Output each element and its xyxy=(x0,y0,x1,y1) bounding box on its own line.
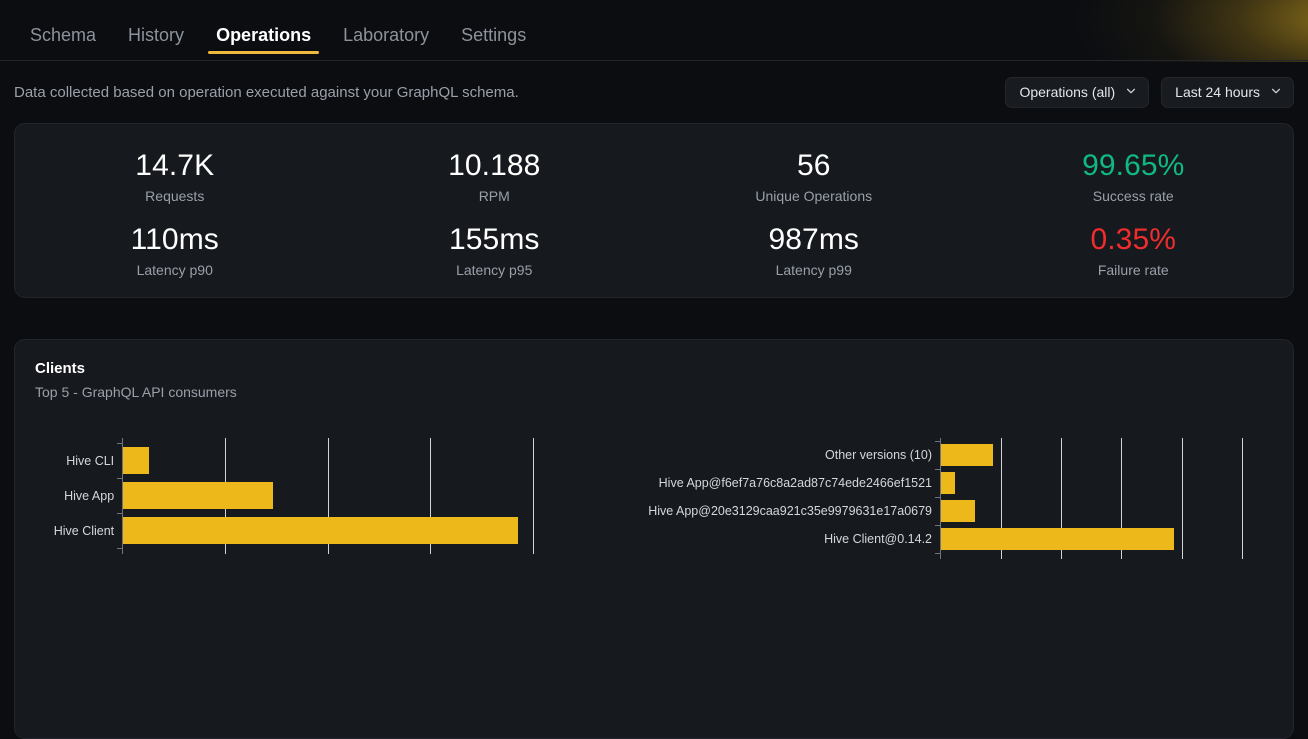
chart-gridline xyxy=(1121,438,1123,559)
chart-category-label: Hive App xyxy=(64,488,115,503)
chart-bar[interactable] xyxy=(123,447,149,474)
page-subheader: Data collected based on operation execut… xyxy=(0,61,1308,123)
chart-category-label: Other versions (10) xyxy=(825,448,932,462)
operations-filter-dropdown[interactable]: Operations (all) xyxy=(1005,76,1150,108)
time-range-dropdown[interactable]: Last 24 hours xyxy=(1161,76,1294,108)
stat-value: 56 xyxy=(796,148,831,182)
chart-gridline xyxy=(430,438,432,554)
tab-label: Laboratory xyxy=(343,25,430,45)
stat-label: Latency p90 xyxy=(136,262,213,279)
tab-label: Operations xyxy=(216,25,312,45)
stat-value: 14.7K xyxy=(135,148,215,182)
chart-bar[interactable] xyxy=(941,472,956,494)
clients-panel: Clients Top 5 - GraphQL API consumers Hi… xyxy=(14,339,1294,739)
tab-laboratory[interactable]: Laboratory xyxy=(327,26,445,60)
clients-panel-subtitle: Top 5 - GraphQL API consumers xyxy=(35,384,237,400)
stat-value: 99.65% xyxy=(1082,148,1185,182)
tab-label: Schema xyxy=(30,25,97,45)
main-tab-bar: Schema History Operations Laboratory Set… xyxy=(0,0,1308,61)
chart-bar[interactable] xyxy=(123,482,273,509)
chart-axis-tick xyxy=(117,478,122,479)
stat-label: Failure rate xyxy=(1097,262,1169,279)
chart-bar[interactable] xyxy=(123,517,518,544)
tab-operations[interactable]: Operations xyxy=(200,26,327,60)
stat-success-rate: 99.65% Success rate xyxy=(974,140,1294,214)
stat-latency-p95: 155ms Latency p95 xyxy=(335,214,655,288)
page-description: Data collected based on operation execut… xyxy=(14,83,519,101)
tab-settings[interactable]: Settings xyxy=(445,26,542,60)
chart-gridline xyxy=(1000,438,1002,559)
stats-summary-panel: 14.7K Requests 10.188 RPM 56 Unique Operati… xyxy=(14,123,1294,298)
operations-filter-label: Operations (all) xyxy=(1019,84,1116,100)
stat-label: Success rate xyxy=(1092,188,1174,205)
chart-axis-tick xyxy=(935,441,941,442)
chevron-down-icon xyxy=(1270,84,1282,100)
chart-axis-tick xyxy=(935,497,941,498)
stat-label: Latency p95 xyxy=(456,262,533,279)
chart-bar[interactable] xyxy=(941,444,994,466)
stat-rpm: 10.188 RPM xyxy=(335,140,655,214)
chart-bar[interactable] xyxy=(941,500,975,522)
stats-grid: 14.7K Requests 10.188 RPM 56 Unique Operati… xyxy=(15,140,1293,288)
chart-axis-tick xyxy=(935,525,941,526)
chart-gridline xyxy=(533,438,534,554)
chart-axis-tick xyxy=(117,548,122,549)
tab-schema[interactable]: Schema xyxy=(14,26,112,60)
stat-label: RPM xyxy=(478,188,510,205)
stat-label: Requests xyxy=(145,188,205,205)
chart-gridline xyxy=(1060,438,1062,559)
tab-label: History xyxy=(128,25,185,45)
chart-gridline xyxy=(327,438,329,554)
chart-category-label: Hive CLI xyxy=(66,453,115,468)
active-tab-underline xyxy=(208,51,320,54)
chart-axis-tick xyxy=(117,513,122,514)
stat-label: Latency p99 xyxy=(775,262,852,279)
chart-category-label: Hive App@20e3129caa921c35e9979631e17a067… xyxy=(648,504,932,518)
chart-category-label: Hive Client xyxy=(53,523,115,538)
filter-controls: Operations (all) Last 24 hours xyxy=(1005,76,1294,108)
chart-y-axis xyxy=(940,438,942,559)
stat-value: 155ms xyxy=(448,222,540,256)
stat-requests: 14.7K Requests xyxy=(15,140,335,214)
clients-charts-row: Hive CLI Hive App Hive Client Other versio… xyxy=(35,438,1273,578)
stat-failure-rate: 0.35% Failure rate xyxy=(974,214,1294,288)
clients-by-name-chart: Hive CLI Hive App Hive Client xyxy=(35,438,630,578)
chart-category-label: Hive App@f6ef7a76c8a2ad87c74ede2466ef152… xyxy=(658,476,932,490)
chart-bar[interactable] xyxy=(941,528,1174,550)
stat-value: 987ms xyxy=(768,222,860,256)
stat-unique-operations: 56 Unique Operations xyxy=(654,140,974,214)
stat-latency-p99: 987ms Latency p99 xyxy=(654,214,974,288)
chart-axis-tick xyxy=(935,553,941,554)
clients-panel-title: Clients xyxy=(35,360,86,377)
stat-value: 10.188 xyxy=(448,148,541,182)
chart-axis-tick xyxy=(117,443,122,444)
tab-label: Settings xyxy=(461,25,527,45)
chart-gridline xyxy=(1242,438,1244,559)
chart-axis-tick xyxy=(935,469,941,470)
stat-latency-p90: 110ms Latency p90 xyxy=(15,214,335,288)
chart-category-label: Hive Client@0.14.2 xyxy=(824,532,932,546)
chart-gridline xyxy=(1181,438,1183,559)
stat-label: Unique Operations xyxy=(755,188,873,205)
stat-value: 0.35% xyxy=(1090,222,1177,256)
clients-by-version-chart: Other versions (10) Hive App@f6ef7a76c8a2… xyxy=(638,438,1273,578)
chart-y-axis xyxy=(122,438,123,554)
tab-history[interactable]: History xyxy=(112,26,200,60)
time-range-label: Last 24 hours xyxy=(1175,84,1260,100)
chevron-down-icon xyxy=(1125,84,1137,100)
stat-value: 110ms xyxy=(130,222,219,256)
